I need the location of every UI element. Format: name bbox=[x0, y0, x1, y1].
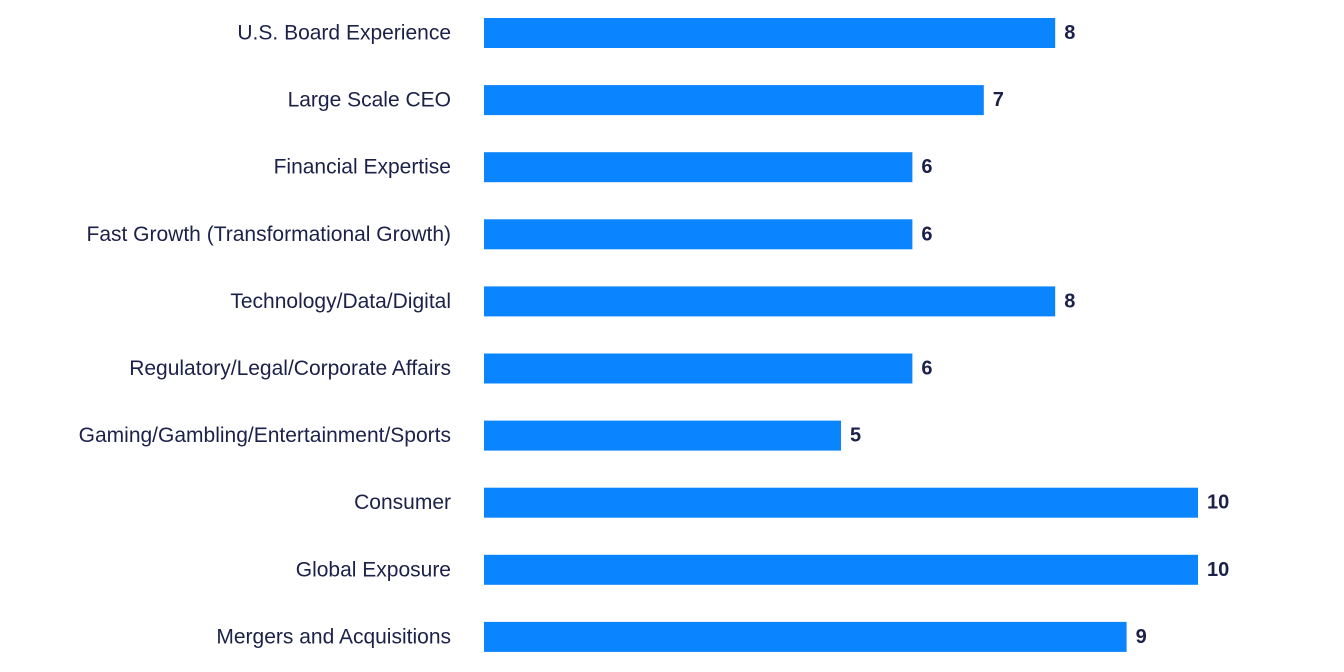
bar bbox=[484, 286, 1056, 317]
bar-row: Consumer 10 bbox=[354, 487, 1229, 518]
value-label: 10 bbox=[1207, 559, 1229, 581]
category-label: Gaming/Gambling/Entertainment/Sports bbox=[79, 424, 451, 447]
bar bbox=[484, 621, 1127, 652]
category-label: Technology/Data/Digital bbox=[230, 290, 451, 313]
value-label: 10 bbox=[1207, 492, 1229, 514]
value-label: 8 bbox=[1064, 290, 1075, 312]
category-label: Fast Growth (Transformational Growth) bbox=[87, 223, 452, 246]
bar-row: Regulatory/Legal/Corporate Affairs 6 bbox=[129, 353, 933, 384]
value-label: 6 bbox=[921, 358, 932, 380]
value-label: 8 bbox=[1064, 22, 1075, 44]
bar-row: Large Scale CEO 7 bbox=[288, 85, 1004, 116]
bar-row: Global Exposure 10 bbox=[296, 554, 1229, 585]
bar-row: U.S. Board Experience 8 bbox=[237, 18, 1075, 48]
value-label: 6 bbox=[921, 156, 932, 178]
category-label: U.S. Board Experience bbox=[237, 22, 451, 45]
bar-row: Mergers and Acquisitions 9 bbox=[216, 621, 1147, 652]
category-label: Regulatory/Legal/Corporate Affairs bbox=[129, 357, 451, 380]
value-label: 6 bbox=[921, 223, 932, 245]
category-label: Mergers and Acquisitions bbox=[216, 625, 451, 648]
bar bbox=[484, 152, 913, 183]
bar-row: Gaming/Gambling/Entertainment/Sports 5 bbox=[79, 420, 861, 451]
bar bbox=[484, 554, 1198, 585]
category-label: Global Exposure bbox=[296, 558, 451, 581]
bar bbox=[484, 18, 1056, 48]
bar-row: Fast Growth (Transformational Growth) 6 bbox=[87, 219, 933, 250]
bar bbox=[484, 487, 1198, 518]
bar bbox=[484, 219, 913, 250]
category-label: Large Scale CEO bbox=[288, 89, 451, 112]
value-label: 5 bbox=[850, 425, 861, 447]
bar bbox=[484, 85, 984, 116]
bar-row: Technology/Data/Digital 8 bbox=[230, 286, 1075, 317]
category-label: Financial Expertise bbox=[274, 156, 451, 179]
bar bbox=[484, 353, 913, 384]
bar-row: Financial Expertise 6 bbox=[274, 152, 933, 183]
value-label: 9 bbox=[1136, 626, 1147, 648]
category-label: Consumer bbox=[354, 491, 451, 514]
value-label: 7 bbox=[993, 89, 1004, 111]
bar bbox=[484, 420, 841, 451]
